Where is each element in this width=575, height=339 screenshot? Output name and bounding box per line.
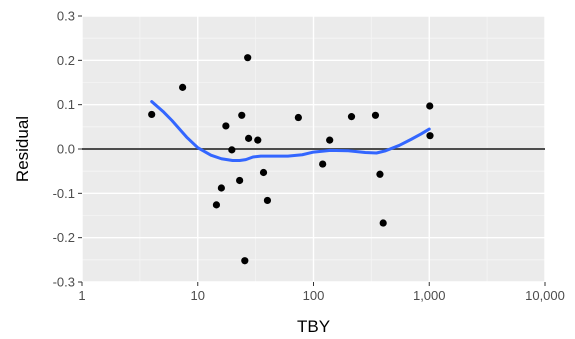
data-point — [238, 111, 246, 119]
data-point — [326, 136, 334, 144]
x-tick-label: 1 — [78, 288, 85, 303]
y-tick-label: 0.1 — [57, 97, 75, 112]
data-point — [148, 110, 156, 119]
y-axis-title: Residual — [13, 116, 32, 182]
y-tick-label: -0.2 — [53, 230, 75, 245]
y-axis: -0.3 -0.2 -0.1 0.0 0.1 0.2 0.3 — [53, 9, 82, 290]
data-point — [263, 196, 272, 205]
data-point — [241, 257, 249, 265]
data-point — [179, 83, 187, 91]
x-tick-label: 1,000 — [413, 288, 446, 303]
data-point — [371, 111, 380, 119]
data-point — [236, 176, 244, 185]
data-point — [319, 160, 327, 168]
data-point — [245, 134, 253, 142]
data-point — [294, 113, 302, 122]
x-axis-title: TBY — [297, 317, 330, 336]
data-point — [347, 113, 356, 121]
data-point — [259, 168, 268, 177]
x-tick-label: 10 — [191, 288, 205, 303]
y-tick-label: 0.2 — [57, 53, 75, 68]
data-point — [426, 132, 434, 140]
data-points — [148, 54, 434, 265]
x-axis: 1 10 100 1,000 10,000 — [78, 282, 565, 303]
data-point — [426, 102, 434, 110]
data-point — [217, 184, 225, 192]
y-tick-label: -0.3 — [53, 275, 75, 290]
data-point — [222, 122, 230, 130]
data-point — [376, 170, 384, 178]
data-point — [212, 201, 221, 209]
y-tick-label: -0.1 — [53, 186, 75, 201]
data-point — [254, 136, 262, 144]
x-tick-label: 100 — [303, 288, 325, 303]
x-tick-label: 10,000 — [525, 288, 565, 303]
data-point — [379, 219, 387, 227]
smooth-trend-line — [150, 100, 431, 163]
data-point — [244, 54, 252, 62]
y-tick-label: 0.3 — [57, 9, 75, 24]
y-tick-label: 0.0 — [57, 142, 75, 157]
data-point — [228, 146, 236, 154]
